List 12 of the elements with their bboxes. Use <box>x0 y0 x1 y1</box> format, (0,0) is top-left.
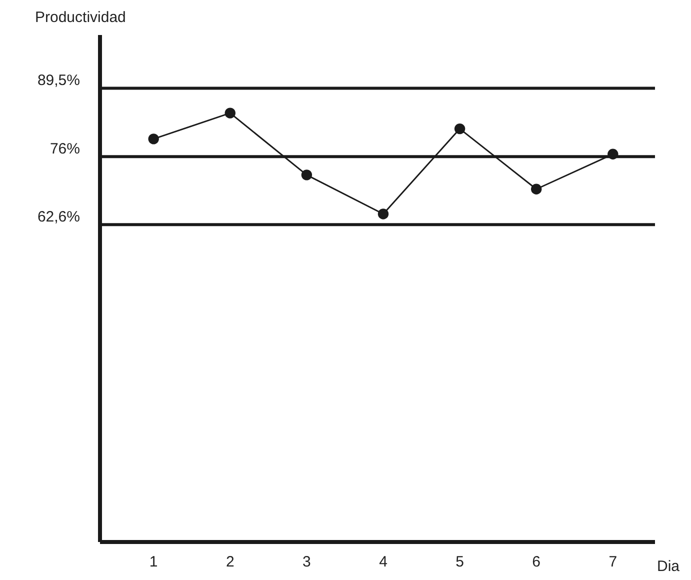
x-tick-label: 6 <box>532 554 541 571</box>
x-tick-label: 7 <box>608 554 618 571</box>
y-tick-label: 89,5% <box>37 72 80 90</box>
x-tick-label: 3 <box>302 554 311 571</box>
y-tick-label: 62,6% <box>37 208 80 226</box>
x-tick-label: 5 <box>456 554 464 571</box>
x-tick-label: 4 <box>379 554 388 571</box>
x-tick-label: 1 <box>149 554 158 571</box>
x-axis-title: Dia <box>657 558 680 575</box>
x-tick-label: 2 <box>226 554 234 571</box>
y-axis-title: Productividad <box>35 9 126 26</box>
y-tick-label: 76% <box>50 140 80 158</box>
